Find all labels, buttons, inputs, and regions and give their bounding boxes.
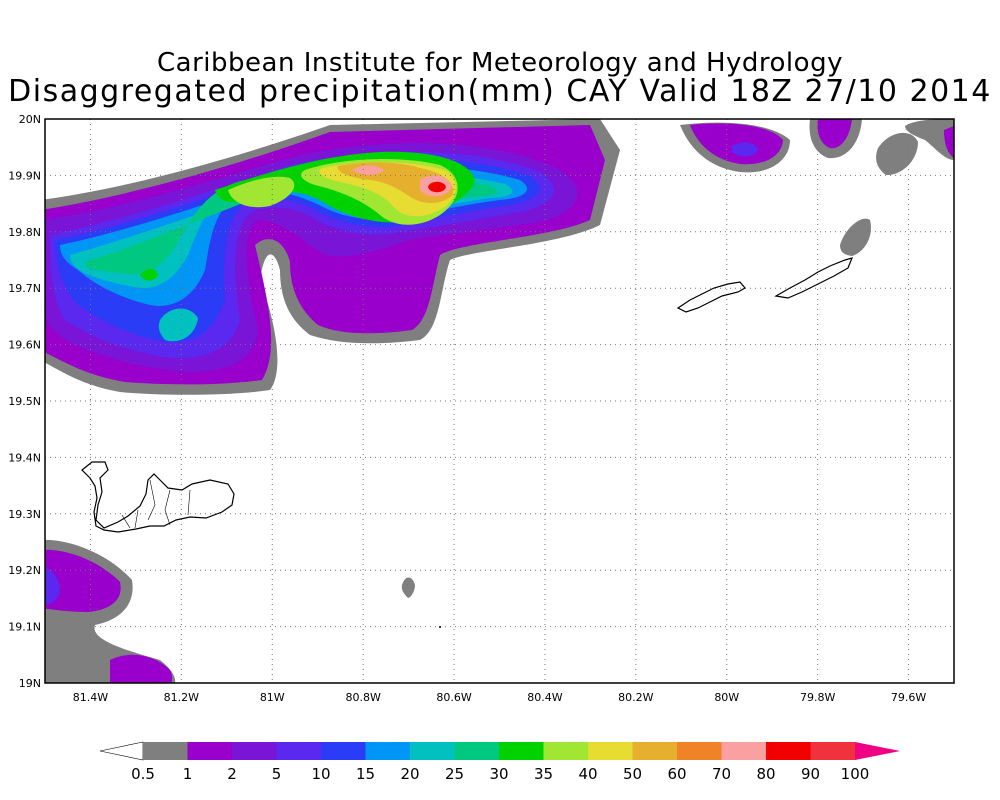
colorbar-swatch [143,742,188,760]
cayman-brac-island [774,257,854,299]
precip-band-gray [840,218,871,256]
map-title: Caribbean Institute for Meteorology and … [157,48,843,78]
colorbar-swatch [588,742,633,760]
lon-tick-label: 80.8W [345,691,380,704]
lat-tick-label: 20N [19,113,41,126]
lat-tick-label: 19.2N [8,564,41,577]
colorbar-label: 80 [756,765,775,783]
precip-band-purple [45,568,60,605]
precipitation-field [45,119,954,683]
precip-band-violet [690,123,783,165]
colorbar-label: 10 [311,765,330,783]
colorbar-swatch [276,742,321,760]
colorbar-swatch [232,742,277,760]
colorbar-label: 2 [227,765,237,783]
lat-tick-label: 19.7N [8,282,41,295]
lon-tick-label: 81.2W [164,691,199,704]
precip-band-red [428,181,446,193]
colorbar-max-arrow [855,742,900,760]
colorbar-swatch [677,742,722,760]
colorbar-swatch [543,742,588,760]
colorbar-label: 15 [356,765,375,783]
lat-tick-label: 19.4N [8,451,41,464]
lat-tick-label: 19.8N [8,226,41,239]
colorbar-swatch [499,742,544,760]
lat-tick-label: 19.6N [8,339,41,352]
precip-band-sky [158,308,198,342]
precip-band-gray [45,640,69,683]
colorbar-label: 40 [578,765,597,783]
lat-tick-label: 19.9N [8,169,41,182]
colorbar-label: 30 [489,765,508,783]
precip-band-violet [944,126,954,158]
coastlines [81,257,854,628]
grand-cayman-districts [121,479,191,529]
map-gridlines [45,119,954,683]
lat-tick-label: 19.5N [8,395,41,408]
precip-band-gray [905,119,954,160]
precip-band-gray [401,577,415,598]
colorbar-label: 90 [801,765,820,783]
little-cayman-island [676,281,746,313]
plot-frame [44,118,955,684]
colorbar-swatch [365,742,410,760]
lat-tick-label: 19.3N [8,508,41,521]
precip-band-violet [45,549,121,612]
map-subtitle: Disaggregated precipitation(mm) CAY Vali… [8,74,992,109]
colorbar-labels: 0.5 1 2 5 10 15 20 25 30 35 40 50 60 70 80 90 100 [131,765,869,783]
colorbar-label: 50 [623,765,642,783]
grand-cayman-island [81,461,235,533]
lon-tick-label: 79.8W [800,691,835,704]
colorbar-label: 20 [400,765,419,783]
precip-band-pink [352,165,384,175]
lon-tick-label: 80.2W [618,691,653,704]
colorbar-swatch [810,742,855,760]
colorbar-swatch [321,742,366,760]
lon-tick-label: 80.6W [436,691,471,704]
colorbar-swatch [766,742,811,760]
colorbar-swatch [721,742,766,760]
precip-band-lime [228,176,295,208]
precip-band-green [140,268,158,281]
colorbar-label: 1 [183,765,193,783]
colorbar [99,741,900,761]
colorbar-label: 70 [712,765,731,783]
lat-tick-label: 19.1N [8,621,41,634]
colorbar-swatch [632,742,677,760]
colorbar-label: 25 [445,765,464,783]
colorbar-swatch [187,742,232,760]
precip-band-gray [876,132,918,176]
lon-tick-label: 81W [260,691,285,704]
colorbar-min-arrow [99,741,144,761]
colorbar-swatch [454,742,499,760]
latitude-labels: 19N 19.1N 19.2N 19.3N 19.4N 19.5N 19.6N 19.7N 19… [8,113,41,690]
lat-tick-label: 19N [19,677,41,690]
islet [439,626,441,628]
precip-band-purple [732,142,758,157]
colorbar-label: 100 [841,765,870,783]
colorbar-label: 60 [667,765,686,783]
lon-tick-label: 80W [714,691,739,704]
precip-band-violet [817,119,852,149]
colorbar-label: 35 [534,765,553,783]
colorbar-label: 0.5 [131,765,155,783]
lon-tick-label: 80.4W [527,691,562,704]
lon-tick-label: 81.4W [73,691,108,704]
colorbar-swatch [410,742,455,760]
lon-tick-label: 79.6W [891,691,926,704]
colorbar-label: 5 [272,765,282,783]
precip-band-violet [110,654,173,683]
longitude-labels: 81.4W 81.2W 81W 80.8W 80.6W 80.4W 80.2W 80W 79.8… [73,691,927,704]
